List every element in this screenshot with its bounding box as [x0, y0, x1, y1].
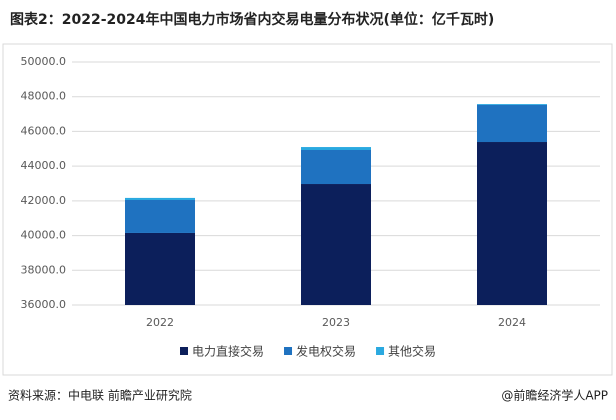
bar-segment [301, 184, 371, 305]
y-tick-label: 46000.0 [21, 124, 67, 137]
y-tick-label: 50000.0 [21, 55, 67, 68]
x-tick-label: 2023 [322, 316, 350, 329]
y-tick-label: 40000.0 [21, 229, 67, 242]
y-tick-label: 36000.0 [21, 298, 67, 311]
chart-frame [2, 43, 613, 376]
legend-swatch [284, 347, 293, 355]
x-tick-label: 2024 [498, 316, 526, 329]
credit: @前瞻经济学人APP [501, 388, 608, 403]
legend-label: 电力直接交易 [192, 344, 264, 359]
bar-segment [301, 150, 371, 185]
legend-label: 其他交易 [388, 344, 436, 359]
bar-segment [477, 104, 547, 143]
bar-segment [125, 232, 195, 305]
y-tick-label: 38000.0 [21, 263, 67, 276]
y-tick-label: 48000.0 [21, 90, 67, 103]
legend-swatch [376, 347, 385, 355]
bar-segment [477, 104, 547, 105]
legend-swatch [180, 347, 188, 355]
y-tick-label: 44000.0 [21, 159, 67, 172]
bar-segment [477, 142, 547, 305]
x-tick-label: 2022 [146, 316, 174, 329]
source: 资料来源：中电联 前瞻产业研究院 [8, 388, 192, 403]
y-tick-label: 42000.0 [21, 194, 67, 207]
bar-segment [301, 147, 371, 151]
bar-segment [125, 199, 195, 233]
bar-segment [125, 197, 195, 200]
chart-title: 图表2：2022-2024年中国电力市场省内交易电量分布状况(单位：亿千瓦时) [10, 11, 494, 28]
legend-label: 发电权交易 [296, 344, 356, 359]
